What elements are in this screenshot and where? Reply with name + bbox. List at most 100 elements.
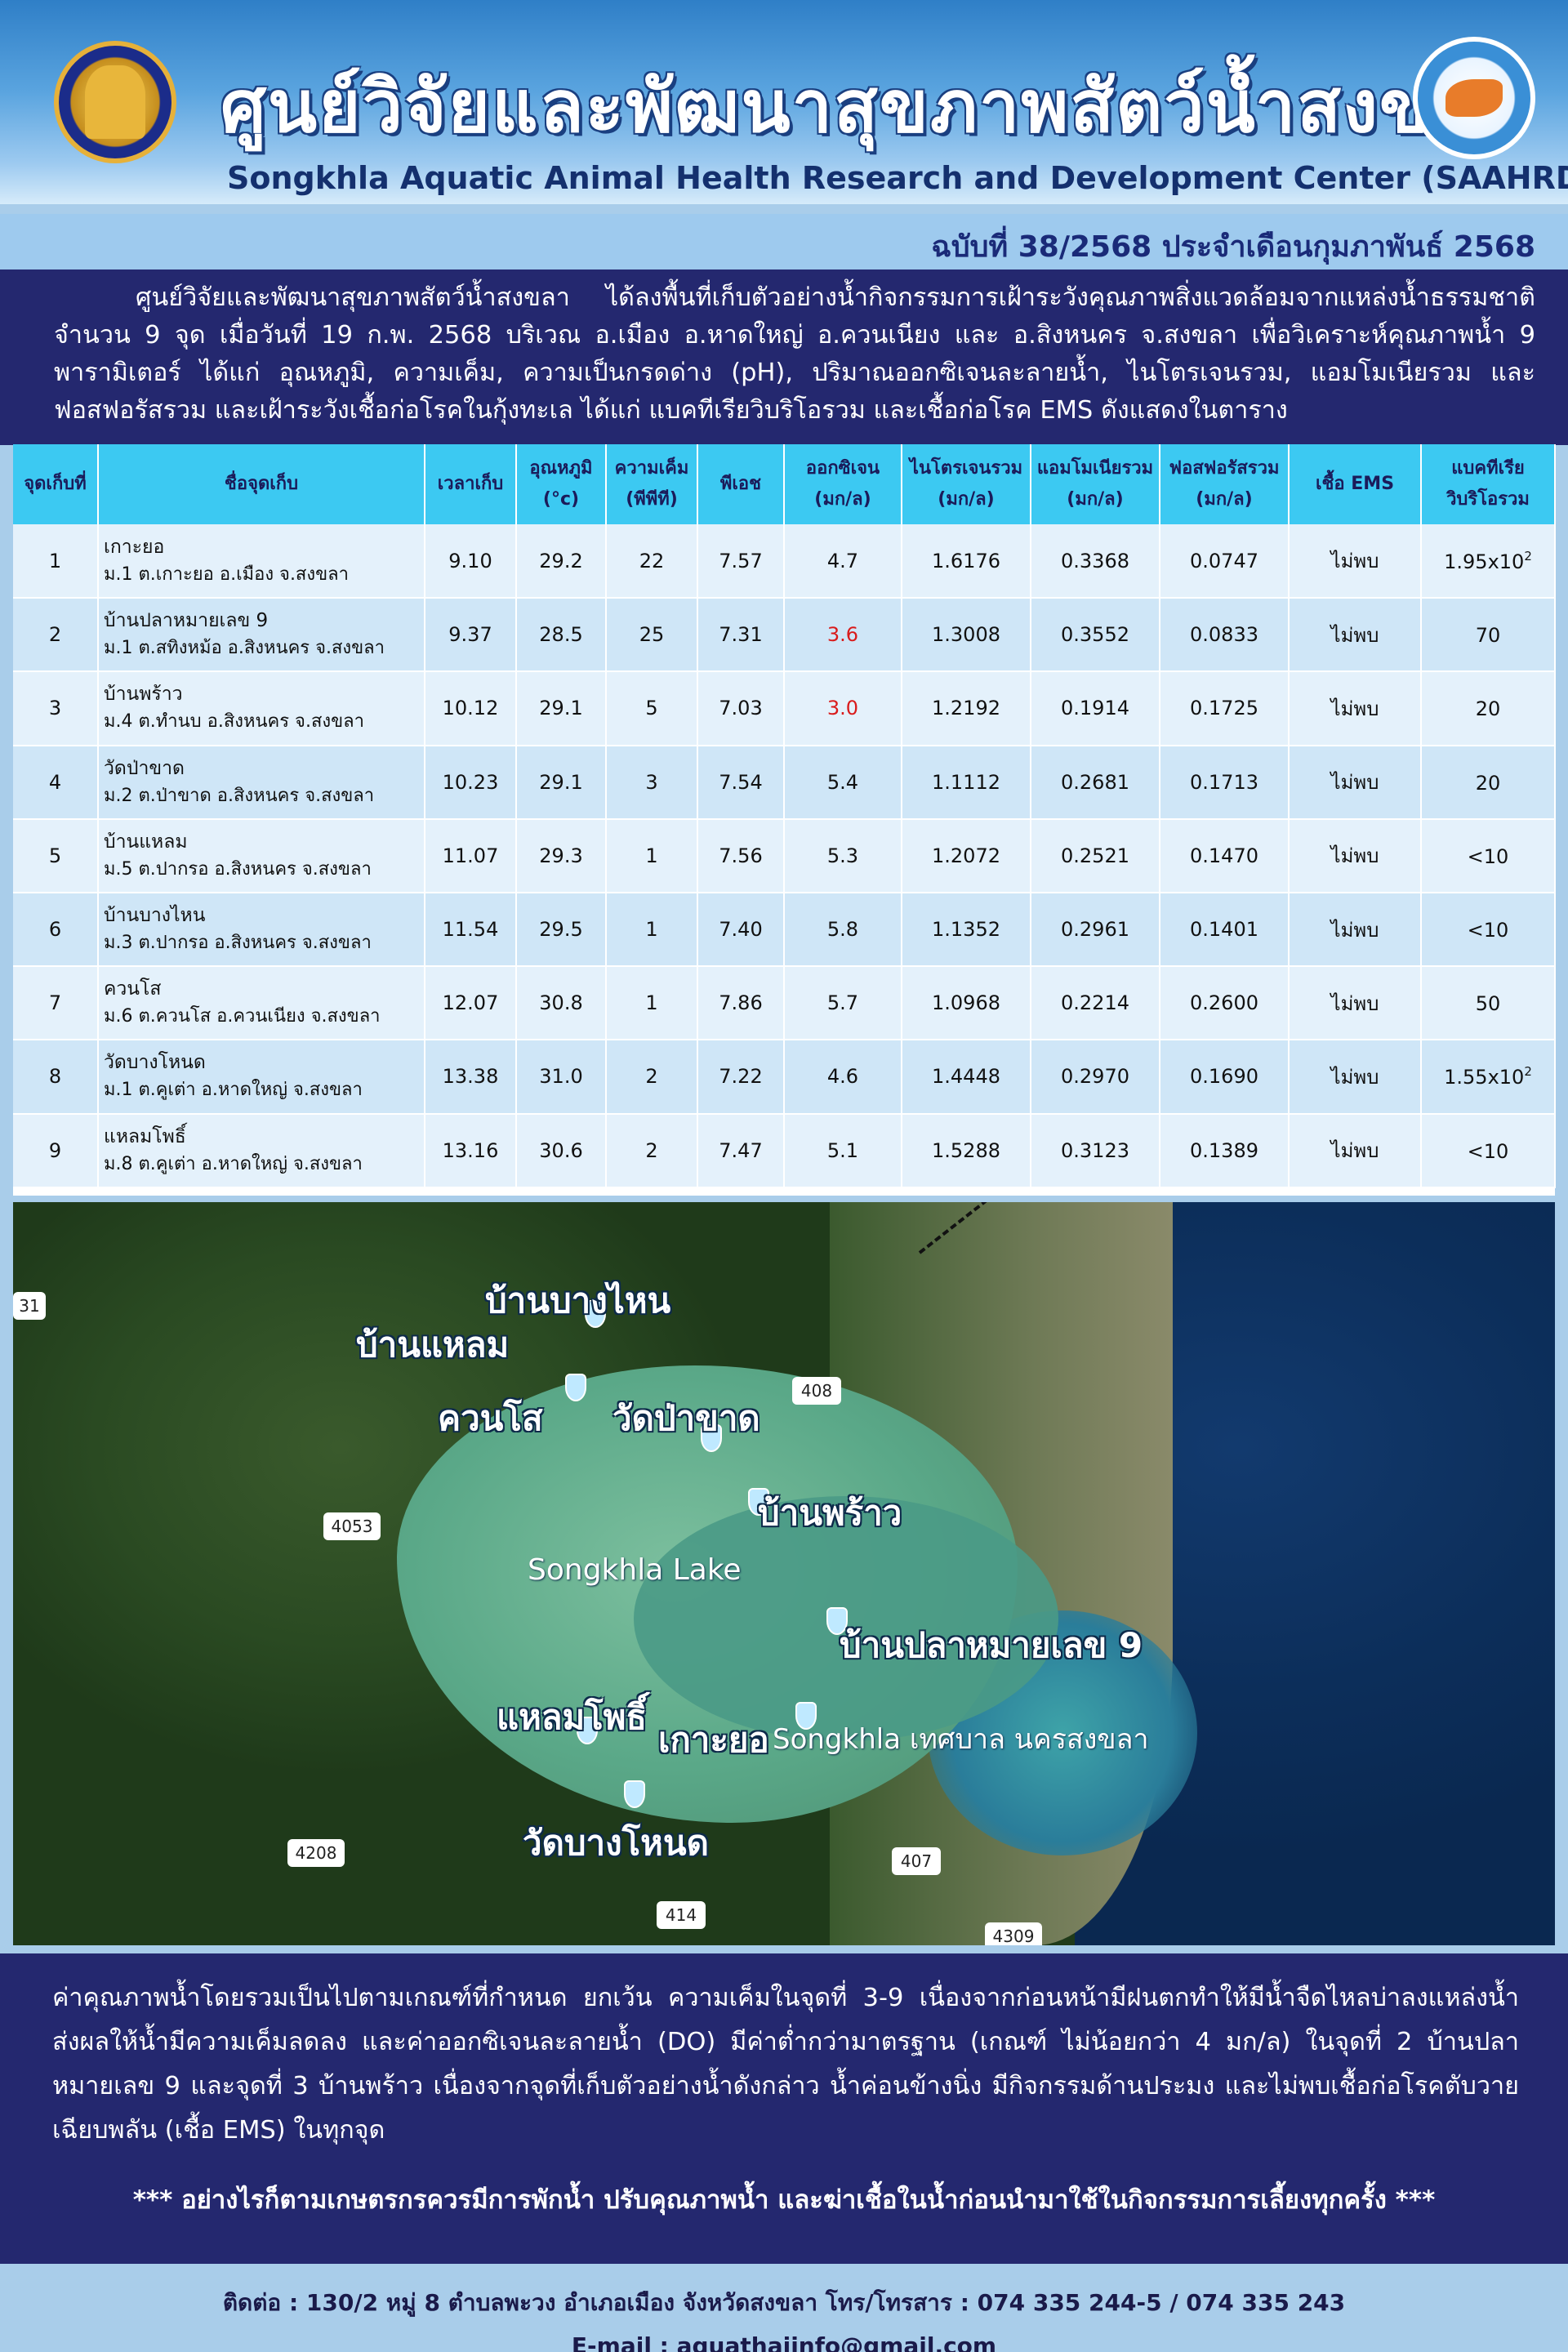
total-ammonia-value: 0.2961 [1031,892,1160,968]
vibrio-value: <10 [1467,919,1509,942]
col-oxygen: ออกซิเจน (มก/ล) [784,444,902,524]
site-no: 8 [13,1040,99,1115]
total-ammonia-value: 0.2214 [1031,966,1160,1041]
salinity-value: 22 [606,524,698,599]
vibrio-value: 1.55x10 [1444,1066,1525,1089]
site-no: 4 [13,745,99,820]
vibrio-cell: 50 [1421,966,1556,1041]
total-phosphorus-value: 0.0747 [1160,524,1290,599]
site-name: บ้านพร้าว [104,684,183,706]
salinity-value: 3 [606,745,698,820]
table-row: 9 แหลมโพธิ์ม.8 ต.คูเต่า อ.หาดใหญ่ จ.สงขลา… [13,1113,1556,1188]
ph-value: 7.22 [697,1040,785,1115]
site-name: บ้านปลาหมายเลข 9 [104,610,269,632]
total-phosphorus-value: 0.1713 [1160,745,1290,820]
site-name: วัดบางโหนด [104,1052,206,1074]
map-label-city: Songkhla เทศบาล นครสงขลา [773,1723,1149,1756]
temperature-value: 29.2 [516,524,607,599]
total-ammonia-value: 0.3368 [1031,524,1160,599]
map-pin-icon[interactable] [577,1717,598,1744]
site-no: 1 [13,524,99,599]
temperature-value: 30.6 [516,1113,607,1188]
site-name: วัดป่าขาด [104,757,185,779]
table-row: 3 บ้านพร้าว ม.4 ต.ทำนบ อ.สิงหนคร จ.สงขลา 10… [13,671,1556,746]
farmer-warning: *** อย่างไรก็ตามเกษตรกรควรมีการพักน้ำ ปร… [132,2185,1436,2215]
site-address: ม.1 ต.เกาะยอ อ.เมือง จ.สงขลา [104,564,349,585]
map-pin-icon[interactable] [701,1424,722,1452]
map-pin-icon[interactable] [826,1607,848,1635]
col-total-nitrogen: ไนโตรเจนรวม (มก/ล) [902,444,1031,524]
road-marker: 31 [13,1292,46,1320]
site-cell: บ้านปลาหมายเลข 9 ม.1 ต.สทิงหม้อ อ.สิงหนคร… [98,598,425,673]
site-no: 7 [13,966,99,1041]
site-address: ม.3 ต.ปากรอ อ.สิงหนคร จ.สงขลา [104,933,372,954]
map-pin-icon[interactable] [795,1702,817,1730]
map-pin-icon[interactable] [624,1780,645,1808]
sample-time: 9.10 [425,524,517,599]
vibrio-cell: 20 [1421,671,1556,746]
total-nitrogen-value: 1.5288 [902,1113,1031,1188]
oxygen-value: 5.3 [784,818,902,893]
sample-time: 13.16 [425,1113,517,1188]
total-ammonia-value: 0.2681 [1031,745,1160,820]
site-cell: วัดป่าขาด ม.2 ต.ป่าขาด อ.สิงหนคร จ.สงขลา [98,745,425,820]
col-ph: พีเอช [697,444,785,524]
map-label-watbangnod: วัดบางโหนด [523,1823,709,1863]
site-no: 9 [13,1113,99,1188]
table-row: 2 บ้านปลาหมายเลข 9 ม.1 ต.สทิงหม้อ อ.สิงหนค… [13,598,1556,673]
table-row: 7 ควนโส ม.6 ต.ควนโส อ.ควนเนียง จ.สงขลา 12.0… [13,966,1556,1041]
map-pin-icon[interactable] [585,1300,606,1328]
total-phosphorus-value: 0.1690 [1160,1040,1290,1115]
ems-result: ไม่พบ [1289,1040,1422,1115]
table-row: 6 บ้านบางไหน ม.3 ต.ปากรอ อ.สิงหนคร จ.สงขลา… [13,892,1556,968]
oxygen-value: 5.4 [784,745,902,820]
total-nitrogen-value: 1.2192 [902,671,1031,746]
temperature-value: 31.0 [516,1040,607,1115]
temperature-value: 29.1 [516,671,607,746]
temperature-value: 29.3 [516,818,607,893]
vibrio-value: 1.95x10 [1444,550,1525,573]
contact-footer: ติดต่อ : 130/2 หมู่ 8 ตำบลพะวง อำเภอเมือ… [0,2264,1568,2352]
total-ammonia-value: 0.1914 [1031,671,1160,746]
ems-result: ไม่พบ [1289,892,1422,968]
vibrio-value: 20 [1475,697,1501,721]
ph-value: 7.56 [697,818,785,893]
contact-email[interactable]: E-mail : aquathaiinfo@gmail.com [571,2332,997,2352]
total-phosphorus-value: 0.0833 [1160,598,1290,673]
oxygen-value: 4.7 [784,524,902,599]
department-of-fisheries-seal-icon [54,41,176,163]
road-marker: 408 [792,1377,841,1405]
site-address: ม.8 ต.คูเต่า อ.หาดใหญ่ จ.สงขลา [104,1153,363,1174]
map-pin-icon[interactable] [748,1488,769,1516]
road-marker: 414 [657,1901,706,1929]
salinity-value: 1 [606,892,698,968]
site-name: แหลมโพธิ์ [104,1125,186,1147]
map-label-banlaem: บ้านแหลม [356,1325,510,1365]
ems-result: ไม่พบ [1289,818,1422,893]
ph-value: 7.86 [697,966,785,1041]
temperature-value: 28.5 [516,598,607,673]
salinity-value: 1 [606,818,698,893]
map-pin-icon[interactable] [565,1374,586,1401]
temperature-value: 29.5 [516,892,607,968]
site-address: ม.6 ต.ควนโส อ.ควนเนียง จ.สงขลา [104,1006,381,1027]
site-address: ม.1 ต.สทิงหม้อ อ.สิงหนคร จ.สงขลา [104,638,385,659]
vibrio-exponent: 2 [1524,548,1532,564]
col-site-no: จุดเก็บที่ [13,444,99,524]
oxygen-value: 5.8 [784,892,902,968]
col-total-phosphorus: ฟอสฟอรัสรวม (มก/ล) [1160,444,1290,524]
summary-paragraph: ค่าคุณภาพน้ำโดยรวมเป็นไปตามเกณฑ์ที่กำหนด… [52,1984,1519,2145]
site-no: 2 [13,598,99,673]
map-label-lake: Songkhla Lake [528,1553,742,1587]
site-address: ม.5 ต.ปากรอ อ.สิงหนคร จ.สงขลา [104,858,372,880]
road-marker: 407 [892,1847,941,1875]
center-title-thai: ศูนย์วิจัยและพัฒนาสุขภาพสัตว์น้ำสงขลา [220,65,1518,149]
salinity-value: 25 [606,598,698,673]
vibrio-cell: 20 [1421,745,1556,820]
vibrio-cell: 1.95x102 [1421,524,1556,599]
site-cell: บ้านบางไหน ม.3 ต.ปากรอ อ.สิงหนคร จ.สงขลา [98,892,425,968]
vibrio-cell: <10 [1421,818,1556,893]
sample-time: 13.38 [425,1040,517,1115]
col-temperature: อุณหภูมิ (°c) [516,444,607,524]
vibrio-value: 20 [1475,771,1501,795]
